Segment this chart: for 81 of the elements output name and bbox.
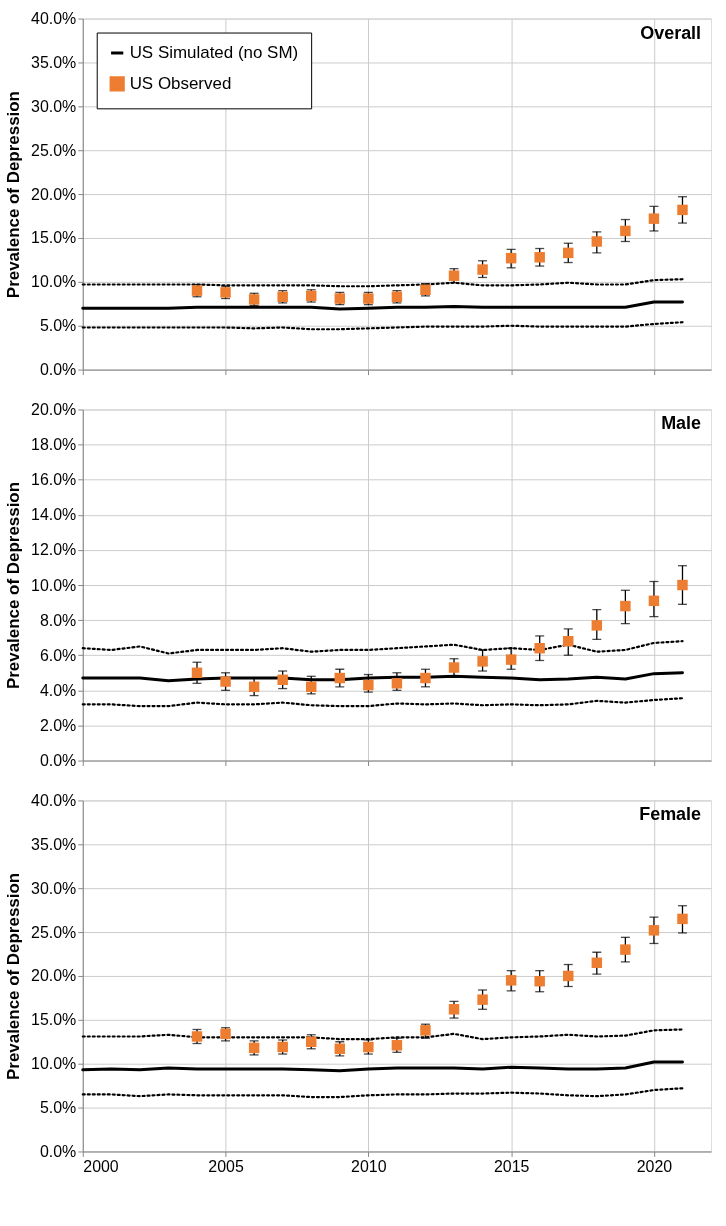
point xyxy=(563,635,574,647)
y-axis-title: Prevalence of Depression xyxy=(4,91,24,299)
y-tick-label: 0.0% xyxy=(39,361,77,379)
point xyxy=(648,595,660,607)
point xyxy=(620,944,631,955)
y-tick-label: 30.0% xyxy=(31,97,77,115)
y-tick-label: 10.0% xyxy=(31,273,77,291)
legend-label: US Observed xyxy=(129,73,232,93)
y-tick-label: 25.0% xyxy=(31,923,77,941)
point xyxy=(677,204,688,216)
point xyxy=(277,674,288,686)
point xyxy=(248,681,260,693)
point xyxy=(477,264,488,275)
point xyxy=(591,957,603,969)
point xyxy=(534,252,545,263)
legend-label: US Simulated (no SM) xyxy=(129,42,299,62)
x-tick-label: 2015 xyxy=(493,1157,530,1175)
point xyxy=(220,676,231,687)
point xyxy=(591,620,603,631)
y-tick-label: 0.0% xyxy=(39,752,77,770)
point xyxy=(363,679,374,691)
y-tick-label: 40.0% xyxy=(31,10,77,28)
point xyxy=(505,654,517,665)
point xyxy=(448,662,460,673)
point xyxy=(620,225,631,237)
point xyxy=(620,600,631,612)
x-tick-label: 2005 xyxy=(208,1157,244,1175)
point xyxy=(648,925,660,936)
point xyxy=(677,579,688,591)
y-axis-title: Prevalence of Depression xyxy=(4,481,24,690)
y-tick-label: 35.0% xyxy=(31,53,77,71)
y-tick-label: 18.0% xyxy=(31,436,77,454)
point xyxy=(677,913,688,925)
chart-title: Male xyxy=(661,413,702,434)
y-tick-label: 14.0% xyxy=(31,506,77,524)
y-tick-label: 4.0% xyxy=(39,681,77,699)
line-series xyxy=(81,321,684,331)
point xyxy=(391,678,403,689)
point xyxy=(477,994,488,1005)
y-tick-label: 15.0% xyxy=(31,229,77,247)
chart-title: Female xyxy=(639,804,702,825)
line-series xyxy=(81,1087,684,1099)
point xyxy=(563,970,574,982)
point xyxy=(648,213,660,224)
y-tick-label: 35.0% xyxy=(31,835,77,853)
line-series xyxy=(81,697,684,708)
point xyxy=(191,667,203,679)
x-tick-label: 2010 xyxy=(351,1157,387,1175)
point xyxy=(563,247,574,259)
point xyxy=(534,642,545,654)
y-tick-label: 8.0% xyxy=(39,611,77,629)
y-tick-label: 10.0% xyxy=(31,576,77,594)
y-tick-label: 20.0% xyxy=(31,185,77,203)
line-series xyxy=(81,1060,684,1073)
point xyxy=(591,236,603,247)
y-tick-label: 30.0% xyxy=(31,879,77,897)
point xyxy=(448,1004,460,1015)
point xyxy=(534,975,545,987)
point xyxy=(334,672,346,684)
y-tick-label: 16.0% xyxy=(31,471,77,489)
y-tick-label: 2.0% xyxy=(39,716,77,734)
point xyxy=(505,975,517,986)
y-tick-label: 15.0% xyxy=(31,1011,77,1029)
y-tick-label: 20.0% xyxy=(31,400,77,418)
y-tick-label: 0.0% xyxy=(39,1142,77,1160)
y-tick-label: 12.0% xyxy=(31,541,77,559)
y-tick-label: 6.0% xyxy=(39,646,77,664)
y-tick-label: 10.0% xyxy=(31,1055,77,1073)
y-tick-label: 25.0% xyxy=(31,141,77,159)
chart-title: Overall xyxy=(640,22,702,43)
y-axis-title: Prevalence of Depression xyxy=(4,872,24,1080)
x-tick-label: 2020 xyxy=(636,1157,673,1175)
point xyxy=(306,681,317,693)
point xyxy=(477,656,488,667)
point xyxy=(505,252,517,264)
y-tick-label: 40.0% xyxy=(31,791,77,809)
point xyxy=(420,672,431,684)
x-tick-label: 2000 xyxy=(83,1157,119,1175)
y-tick-label: 5.0% xyxy=(39,1099,77,1117)
y-tick-label: 5.0% xyxy=(39,317,77,335)
y-tick-label: 20.0% xyxy=(31,967,77,985)
